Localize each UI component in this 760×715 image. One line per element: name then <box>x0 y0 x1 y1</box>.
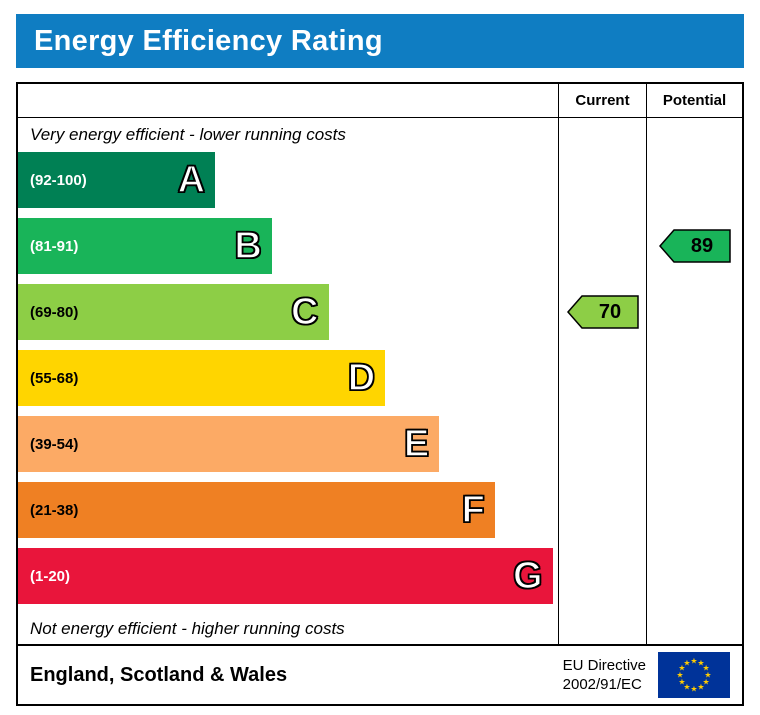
bands-area: Very energy efficient - lower running co… <box>18 118 558 644</box>
band-e-letter: E <box>403 423 430 465</box>
svg-text:★: ★ <box>703 678 710 687</box>
current-rating-arrow: 70 <box>566 295 639 329</box>
band-b-bar: (81-91) B <box>18 218 272 274</box>
eu-flag-icon: ★ ★ ★ ★ ★ ★ ★ ★ ★ ★ ★ ★ <box>658 652 730 698</box>
band-c-bar: (69-80) C <box>18 284 329 340</box>
page: Energy Efficiency Rating Current Potenti… <box>16 14 744 706</box>
band-g-bar: (1-20) G <box>18 548 553 604</box>
column-header-spacer <box>18 84 558 117</box>
footer-region-label: England, Scotland & Wales <box>30 663 288 686</box>
svg-text:★: ★ <box>697 683 704 692</box>
band-d-letter: D <box>347 357 376 399</box>
band-d-range-label: (55-68) <box>30 369 79 387</box>
current-column: 70 <box>558 118 646 644</box>
band-a-range-label: (92-100) <box>30 171 87 189</box>
potential-column: 89 <box>646 118 742 644</box>
eu-directive-line2: 2002/91/EC <box>562 676 642 693</box>
page-title: Energy Efficiency Rating <box>34 24 383 57</box>
band-d-bar: (55-68) D <box>18 350 386 406</box>
potential-rating-value: 89 <box>690 235 712 257</box>
eu-directive-label: EU Directive 2002/91/EC <box>563 656 646 695</box>
band-f-bar: (21-38) F <box>18 482 495 538</box>
epc-box: Current Potential Very energy efficient … <box>16 82 744 706</box>
band-e-bar: (39-54) E <box>18 416 440 472</box>
svg-text:★: ★ <box>690 657 697 666</box>
svg-text:★: ★ <box>703 664 710 673</box>
svg-text:★: ★ <box>683 658 690 667</box>
band-f-letter: F <box>461 489 486 531</box>
svg-text:★: ★ <box>704 671 711 680</box>
column-header-current: Current <box>558 84 646 117</box>
svg-text:★: ★ <box>678 678 685 687</box>
current-rating-value: 70 <box>598 301 620 323</box>
footer: England, Scotland & Wales EU Directive 2… <box>18 646 742 704</box>
column-header-potential: Potential <box>646 84 742 117</box>
band-b-letter: B <box>234 225 263 267</box>
caption-bottom: Not energy efficient - higher running co… <box>30 619 345 638</box>
band-c-range-label: (69-80) <box>30 303 79 321</box>
column-header-row: Current Potential <box>18 84 742 118</box>
band-g-range-label: (1-20) <box>30 567 71 585</box>
band-c-letter: C <box>290 291 319 333</box>
title-bar: Energy Efficiency Rating <box>16 14 744 68</box>
chart-table: Current Potential Very energy efficient … <box>18 84 742 646</box>
eu-directive-line1: EU Directive <box>562 656 646 674</box>
caption-top: Very energy efficient - lower running co… <box>30 125 346 144</box>
potential-rating-arrow: 89 <box>658 229 731 263</box>
band-a-bar: (92-100) A <box>18 152 216 208</box>
band-e-range-label: (39-54) <box>30 435 79 453</box>
svg-text:★: ★ <box>690 685 697 694</box>
svg-text:★: ★ <box>683 683 690 692</box>
band-b-range-label: (81-91) <box>30 237 79 255</box>
chart-body-row: Very energy efficient - lower running co… <box>18 118 742 644</box>
svg-text:★: ★ <box>697 658 704 667</box>
svg-text:★: ★ <box>676 671 683 680</box>
band-g-letter: G <box>512 555 543 597</box>
potential-arrow-shape <box>658 229 731 263</box>
band-f-range-label: (21-38) <box>30 501 79 519</box>
band-a-letter: A <box>177 159 206 201</box>
svg-text:★: ★ <box>678 664 685 673</box>
current-arrow-shape <box>566 295 639 329</box>
